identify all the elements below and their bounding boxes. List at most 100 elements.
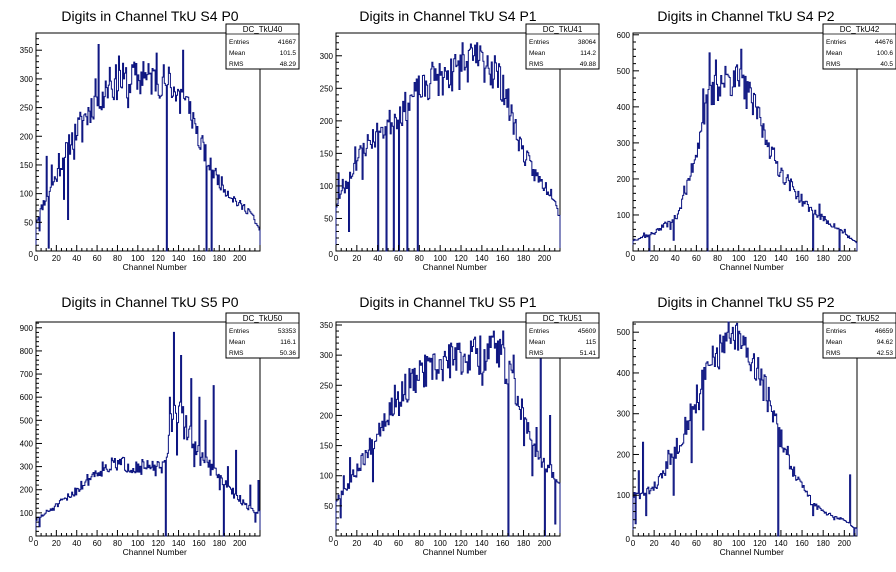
stats-box: DC_TkU50 Entries 53353 Mean 116.1 RMS 50.36 xyxy=(225,312,300,359)
x-tick-label: 100 xyxy=(732,539,746,548)
stats-label: Entries xyxy=(229,328,250,335)
y-tick-label: 200 xyxy=(320,411,334,420)
stats-label: Mean xyxy=(826,339,843,346)
x-tick-label: 180 xyxy=(213,254,227,263)
plot-frame xyxy=(632,32,858,252)
stats-box: DC_TkU51 Entries 45609 Mean 115 RMS 51.41 xyxy=(525,312,600,359)
x-tick-label: 120 xyxy=(454,539,468,548)
stats-box: DC_TkU40 Entries 41667 Mean 101.5 RMS 48.29 xyxy=(225,23,300,70)
histogram-title: Digits in Channel TkU S4 P1 xyxy=(359,8,536,24)
stats-label: Mean xyxy=(229,339,246,346)
origin-label: 0 xyxy=(626,535,631,544)
x-tick-label: 200 xyxy=(233,539,247,548)
x-tick-label: 160 xyxy=(795,539,809,548)
x-tick-label: 60 xyxy=(93,254,102,263)
stats-label: RMS xyxy=(529,61,544,68)
x-tick-label: 0 xyxy=(34,254,39,263)
y-tick-label: 700 xyxy=(20,370,34,379)
x-tick-label: 0 xyxy=(631,539,636,548)
x-tick-label: 80 xyxy=(415,254,424,263)
stats-label: Entries xyxy=(826,39,847,46)
y-tick-label: 500 xyxy=(617,67,631,76)
x-tick-label: 0 xyxy=(334,539,339,548)
origin-label: 0 xyxy=(29,535,34,544)
x-tick-label: 100 xyxy=(131,539,145,548)
y-tick-label: 200 xyxy=(20,486,34,495)
x-tick-label: 140 xyxy=(475,254,489,263)
x-tick-label: 120 xyxy=(753,539,767,548)
y-tick-label: 400 xyxy=(617,369,631,378)
x-tick-label: 20 xyxy=(650,254,659,263)
x-tick-label: 80 xyxy=(415,539,424,548)
stats-label: RMS xyxy=(229,350,244,357)
histogram-panel-1: Digits in Channel TkU S4 P1 0 20 40 60 80 100 1… xyxy=(320,8,600,272)
x-tick-label: 40 xyxy=(671,539,680,548)
stats-label: Entries xyxy=(229,39,250,46)
x-tick-label: 140 xyxy=(172,254,186,263)
histogram-series xyxy=(632,48,858,252)
histogram-title: Digits in Channel TkU S5 P0 xyxy=(61,294,238,310)
stats-label: Mean xyxy=(529,50,546,57)
x-tick-label: 40 xyxy=(373,254,382,263)
stats-label: Entries xyxy=(826,328,847,335)
x-tick-label: 40 xyxy=(72,539,81,548)
stats-label: RMS xyxy=(826,61,841,68)
stats-value: 38064 xyxy=(578,39,596,46)
y-tick-label: 100 xyxy=(617,211,631,220)
x-tick-label: 200 xyxy=(538,254,552,263)
histogram-panel-2: Digits in Channel TkU S4 P2 0 20 40 60 80 100 1… xyxy=(617,8,896,272)
x-tick-label: 60 xyxy=(93,539,102,548)
x-tick-label: 160 xyxy=(496,539,510,548)
stats-box-name: DC_TkU51 xyxy=(543,314,583,323)
y-tick-label: 250 xyxy=(20,104,34,113)
x-tick-label: 80 xyxy=(713,254,722,263)
x-tick-label: 20 xyxy=(52,254,61,263)
x-tick-label: 60 xyxy=(394,539,403,548)
x-tick-label: 60 xyxy=(394,254,403,263)
histogram-series xyxy=(35,331,261,537)
y-tick-label: 300 xyxy=(617,410,631,419)
x-tick-label: 40 xyxy=(373,539,382,548)
origin-label: 0 xyxy=(29,250,34,259)
x-tick-label: 60 xyxy=(692,254,701,263)
plot-frame xyxy=(632,321,858,537)
y-tick-label: 200 xyxy=(20,132,34,141)
histogram-panel-5: Digits in Channel TkU S5 P2 0 20 40 60 80 100 1… xyxy=(617,294,896,557)
y-tick-label: 300 xyxy=(617,139,631,148)
histogram-series xyxy=(35,43,261,252)
y-tick-label: 300 xyxy=(20,463,34,472)
y-tick-label: 150 xyxy=(320,149,334,158)
stats-value: 46659 xyxy=(875,328,893,335)
y-tick-label: 600 xyxy=(617,31,631,40)
stats-value: 53353 xyxy=(278,328,296,335)
stats-box: DC_TkU52 Entries 46659 Mean 94.62 RMS 42.53 xyxy=(822,312,896,359)
stats-value: 42.53 xyxy=(877,350,894,357)
histogram-panel-3: Digits in Channel TkU S5 P0 0 20 40 60 80 100 1… xyxy=(20,294,300,557)
x-tick-label: 200 xyxy=(838,254,852,263)
y-tick-label: 250 xyxy=(320,381,334,390)
x-tick-label: 80 xyxy=(713,539,722,548)
stats-value: 51.41 xyxy=(580,350,597,357)
stats-label: RMS xyxy=(826,350,841,357)
x-tick-label: 0 xyxy=(34,539,39,548)
stats-box-name: DC_TkU42 xyxy=(840,25,880,34)
x-tick-label: 140 xyxy=(774,254,788,263)
stats-value: 41667 xyxy=(278,39,296,46)
stats-box: DC_TkU41 Entries 38064 Mean 114.2 RMS 49.88 xyxy=(525,23,600,70)
stats-value: 50.36 xyxy=(280,350,297,357)
y-tick-label: 500 xyxy=(617,328,631,337)
y-tick-label: 250 xyxy=(320,84,334,93)
x-tick-label: 20 xyxy=(352,254,361,263)
stats-value: 44676 xyxy=(875,39,893,46)
x-tick-label: 40 xyxy=(671,254,680,263)
plot-frame xyxy=(335,32,561,252)
x-tick-label: 80 xyxy=(113,539,122,548)
x-tick-label: 120 xyxy=(152,539,166,548)
y-tick-label: 50 xyxy=(324,502,333,511)
stats-value: 101.5 xyxy=(280,50,297,57)
x-tick-label: 120 xyxy=(753,254,767,263)
x-tick-label: 160 xyxy=(496,254,510,263)
stats-box-frame xyxy=(822,23,896,70)
histogram-title: Digits in Channel TkU S4 P0 xyxy=(61,8,238,24)
y-tick-label: 600 xyxy=(20,393,34,402)
